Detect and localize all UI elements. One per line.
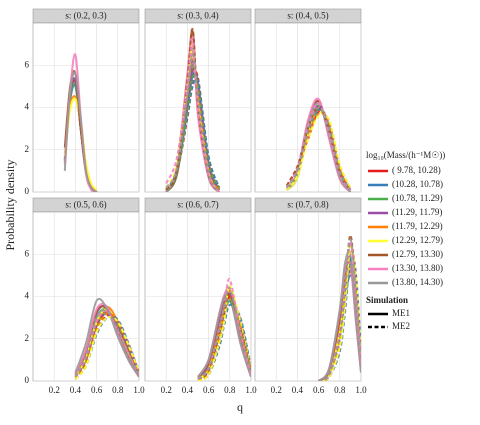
density-curve xyxy=(197,286,251,380)
x-tick-label: 0.2 xyxy=(49,385,60,395)
strip-label: s: (0.3, 0.4) xyxy=(177,11,218,21)
y-tick-label: 0 xyxy=(25,186,30,196)
density-curve xyxy=(74,309,139,378)
panel-lines xyxy=(197,278,251,381)
x-tick-label: 0.6 xyxy=(203,385,215,395)
x-tick-label: 1.0 xyxy=(133,385,145,395)
legend-label: (12.29, 12.79) xyxy=(392,235,443,245)
density-curve xyxy=(318,246,361,381)
density-curve xyxy=(197,289,251,378)
legend-label: (12.79, 13.30) xyxy=(392,249,443,259)
y-axis-label: Probability density xyxy=(3,160,17,251)
legend-label: ME1 xyxy=(392,308,410,318)
y-tick-label: 2 xyxy=(25,333,30,343)
legend-label: (11.29, 11.79) xyxy=(392,207,442,217)
legend-title: log₁₀(Mass/(h⁻¹M☉)) xyxy=(366,150,445,160)
x-tick-label: 0.2 xyxy=(271,385,282,395)
density-curve xyxy=(285,112,352,191)
density-curve xyxy=(165,53,221,192)
legend-label: (13.80, 14.30) xyxy=(392,277,443,287)
strip-label: s: (0.6, 0.7) xyxy=(177,200,218,210)
panel-lines xyxy=(285,97,352,192)
strip-label: s: (0.5, 0.6) xyxy=(65,200,106,210)
density-curve xyxy=(285,106,352,191)
legend-label: ( 9.78, 10.28) xyxy=(392,165,441,175)
x-tick-label: 1.0 xyxy=(355,385,367,395)
x-tick-label: 0.8 xyxy=(112,385,124,395)
density-curve xyxy=(165,42,221,192)
x-axis-label: q xyxy=(237,400,243,414)
x-tick-label: 0.6 xyxy=(91,385,103,395)
x-tick-label: 1.0 xyxy=(245,385,257,395)
y-tick-label: 4 xyxy=(25,102,30,112)
panel-lines xyxy=(63,53,98,192)
x-tick-label: 0.8 xyxy=(224,385,236,395)
x-tick-label: 0.4 xyxy=(70,385,82,395)
density-curve xyxy=(318,238,361,381)
panel-lines xyxy=(74,297,139,380)
x-tick-label: 0.4 xyxy=(292,385,304,395)
density-curve xyxy=(63,71,98,192)
x-tick-label: 0.6 xyxy=(313,385,325,395)
y-tick-label: 0 xyxy=(25,375,30,385)
strip-label: s: (0.2, 0.3) xyxy=(65,11,106,21)
legend-label: ME2 xyxy=(392,321,410,331)
density-curve xyxy=(74,315,139,380)
y-tick-label: 4 xyxy=(25,291,30,301)
y-tick-label: 6 xyxy=(25,248,30,258)
density-curve xyxy=(74,312,139,380)
legend-label: (10.78, 11.29) xyxy=(392,193,443,203)
legend-title: Simulation xyxy=(366,295,408,305)
y-tick-label: 6 xyxy=(25,59,30,69)
legend-label: (10.28, 10.78) xyxy=(392,179,443,189)
x-tick-label: 0.8 xyxy=(334,385,346,395)
density-curve xyxy=(74,297,139,378)
legend-label: (13.30, 13.80) xyxy=(392,263,443,273)
strip-label: s: (0.7, 0.8) xyxy=(287,200,328,210)
strip-label: s: (0.4, 0.5) xyxy=(287,11,328,21)
y-tick-label: 2 xyxy=(25,144,30,154)
x-tick-label: 0.2 xyxy=(161,385,172,395)
panel-lines xyxy=(165,28,221,192)
legend-label: (11.79, 12.29) xyxy=(392,221,443,231)
panel-lines xyxy=(317,234,361,381)
density-curve xyxy=(317,251,361,381)
x-tick-label: 0.4 xyxy=(182,385,194,395)
